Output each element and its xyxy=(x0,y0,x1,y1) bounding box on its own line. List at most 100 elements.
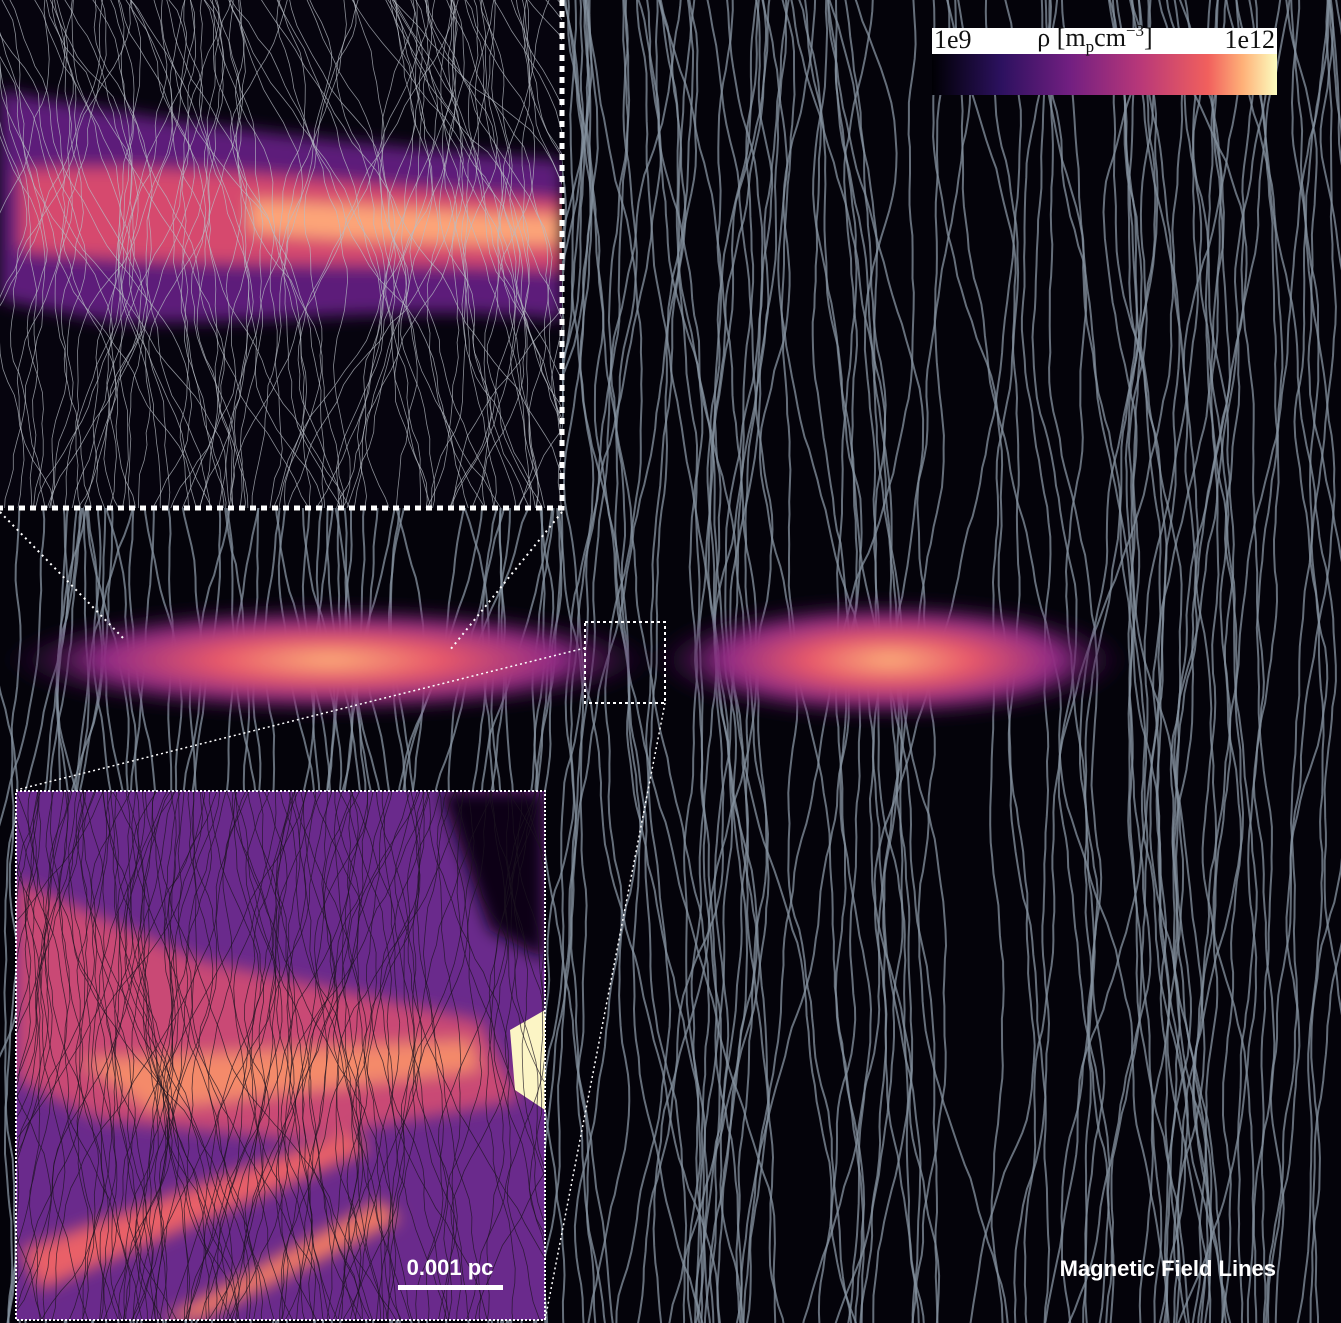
field-line xyxy=(258,791,363,1320)
field-line xyxy=(440,0,531,508)
field-line xyxy=(286,0,463,508)
field-line xyxy=(462,0,492,508)
field-line xyxy=(0,0,132,508)
field-line xyxy=(0,55,48,508)
field-line xyxy=(168,0,203,508)
field-line xyxy=(387,0,502,508)
field-line xyxy=(1124,0,1212,1323)
field-line xyxy=(276,0,432,508)
colorbar-min: 1e9 xyxy=(934,25,972,54)
field-line xyxy=(90,791,178,1320)
field-line xyxy=(474,791,545,1320)
field-line xyxy=(118,0,236,508)
field-line xyxy=(366,791,425,1320)
field-line xyxy=(1192,0,1331,1323)
field-line xyxy=(538,791,545,875)
field-line xyxy=(1269,0,1336,1323)
field-line xyxy=(230,0,486,508)
field-line xyxy=(415,791,483,1320)
field-line xyxy=(436,791,462,1320)
field-line xyxy=(479,0,562,410)
field-line xyxy=(231,791,352,1320)
band-core xyxy=(250,200,562,245)
field-line xyxy=(0,59,117,508)
field-line xyxy=(1293,0,1330,1323)
field-line xyxy=(231,791,293,1320)
field-line xyxy=(415,791,482,1320)
field-line xyxy=(351,0,517,508)
field-line xyxy=(118,791,174,1320)
field-line xyxy=(335,791,466,1320)
field-line xyxy=(148,0,246,508)
field-line xyxy=(215,791,294,1320)
field-line xyxy=(168,791,317,1320)
field-line xyxy=(158,791,218,1320)
field-line xyxy=(1152,0,1225,1323)
field-line xyxy=(315,0,386,508)
field-line xyxy=(51,0,148,508)
field-line xyxy=(16,791,70,1036)
field-line xyxy=(517,428,562,508)
field-line xyxy=(233,791,277,1320)
label-sub: p xyxy=(1086,37,1095,56)
field-line xyxy=(314,791,402,1320)
caption: Magnetic Field Lines xyxy=(1060,1256,1276,1281)
field-line xyxy=(75,791,113,1320)
field-line xyxy=(424,0,553,508)
field-line xyxy=(16,791,96,1320)
label-part: cm xyxy=(1094,23,1126,52)
field-line xyxy=(132,791,227,1320)
field-line xyxy=(409,0,495,508)
field-line xyxy=(0,135,46,508)
field-line xyxy=(93,0,211,508)
field-line xyxy=(366,791,450,1320)
field-line xyxy=(117,0,310,508)
label-part: ρ [m xyxy=(1037,23,1085,52)
field-line xyxy=(486,791,541,1320)
field-line xyxy=(181,0,227,508)
field-line xyxy=(16,791,39,1224)
field-line xyxy=(209,0,243,508)
field-line xyxy=(338,791,488,1320)
field-line xyxy=(465,0,544,508)
field-line xyxy=(312,791,382,1320)
inset-top-border xyxy=(0,0,565,511)
field-line xyxy=(485,791,523,1320)
field-line xyxy=(170,0,288,508)
field-line xyxy=(393,0,516,508)
field-line xyxy=(391,791,475,1320)
label-sup: −3 xyxy=(1126,21,1144,40)
field-line xyxy=(422,791,457,1320)
field-line xyxy=(234,0,345,508)
field-line xyxy=(234,791,397,1320)
field-line xyxy=(278,0,357,508)
field-line xyxy=(277,791,328,1320)
field-line xyxy=(1107,0,1228,1323)
field-line xyxy=(344,791,388,1320)
field-line xyxy=(426,791,509,1320)
band-bright xyxy=(80,1040,480,1110)
field-line xyxy=(92,0,213,508)
field-line xyxy=(123,791,156,1320)
field-line xyxy=(16,791,40,903)
field-line xyxy=(334,791,392,1320)
field-line xyxy=(92,0,196,508)
zoom-box xyxy=(584,621,666,704)
field-line xyxy=(0,0,50,214)
field-line xyxy=(1105,0,1212,1323)
field-line xyxy=(323,791,411,1320)
field-line xyxy=(134,791,193,1320)
field-line xyxy=(276,0,382,508)
field-line xyxy=(1173,0,1242,1323)
field-line xyxy=(16,852,131,1320)
field-line xyxy=(346,0,423,508)
field-line xyxy=(521,791,545,871)
field-line xyxy=(289,791,429,1320)
scale-label: 0.001 pc xyxy=(407,1255,494,1280)
field-line xyxy=(144,791,397,1320)
colorbar-label: ρ [mpcm−3] xyxy=(1037,21,1152,56)
field-line xyxy=(438,0,530,508)
field-line xyxy=(335,0,458,508)
field-line xyxy=(234,791,371,1320)
